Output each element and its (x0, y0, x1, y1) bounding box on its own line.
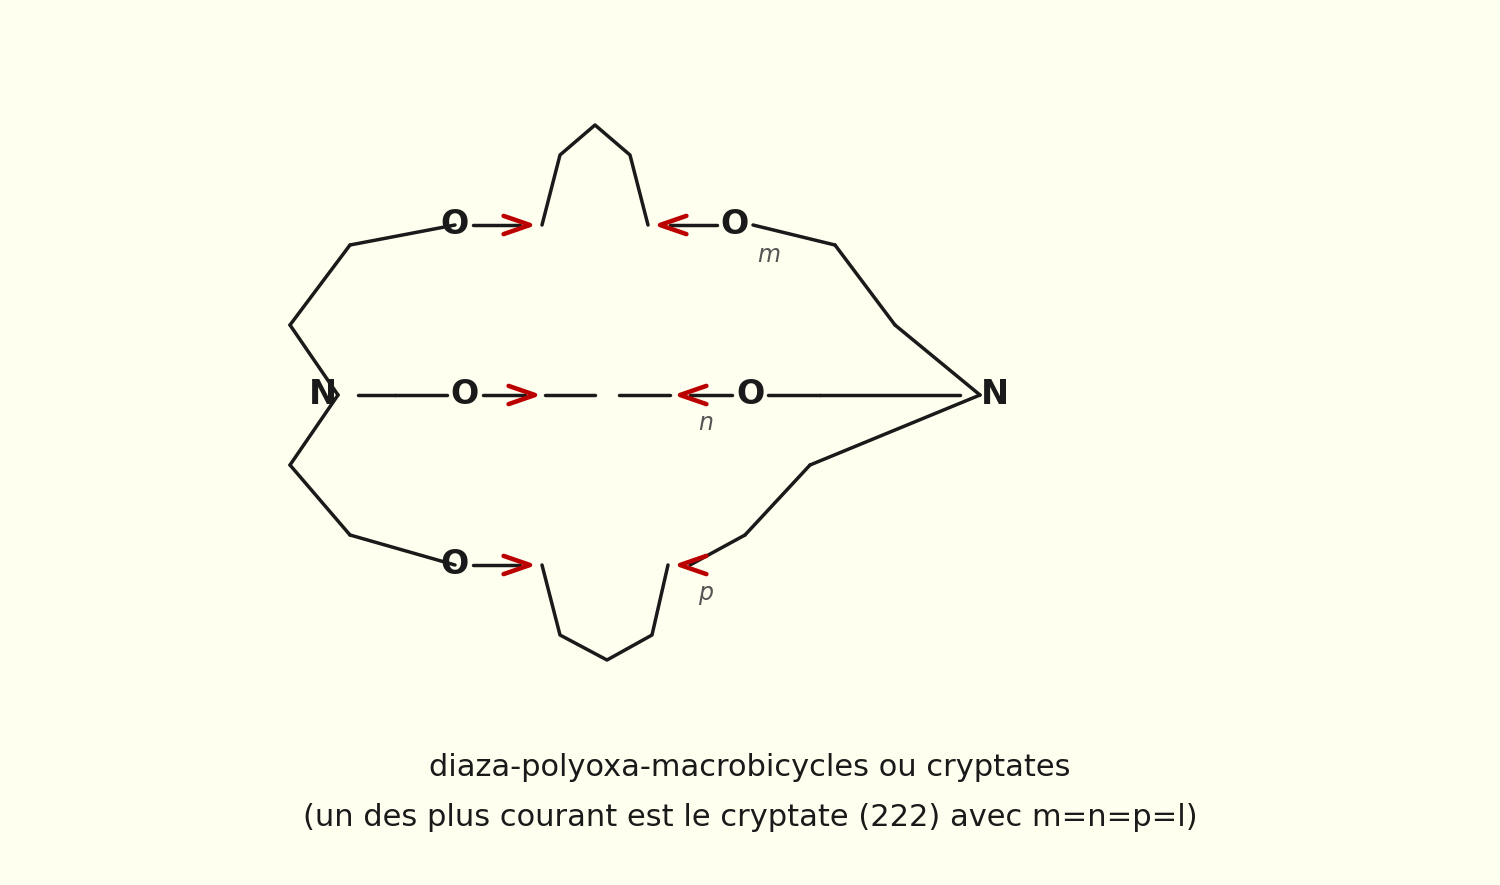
Text: O: O (441, 209, 470, 242)
Text: O: O (452, 379, 478, 412)
Text: N: N (309, 379, 338, 412)
Text: N: N (981, 379, 1010, 412)
Text: m: m (758, 243, 780, 267)
Text: O: O (736, 379, 764, 412)
Text: diaza-polyoxa-macrobicycles ou cryptates: diaza-polyoxa-macrobicycles ou cryptates (429, 752, 1071, 781)
Text: p: p (698, 581, 712, 605)
Text: O: O (722, 209, 748, 242)
Text: (un des plus courant est le cryptate (222) avec m=n=p=l): (un des plus courant est le cryptate (22… (303, 803, 1197, 832)
Text: O: O (441, 549, 470, 581)
Text: n: n (698, 411, 712, 435)
